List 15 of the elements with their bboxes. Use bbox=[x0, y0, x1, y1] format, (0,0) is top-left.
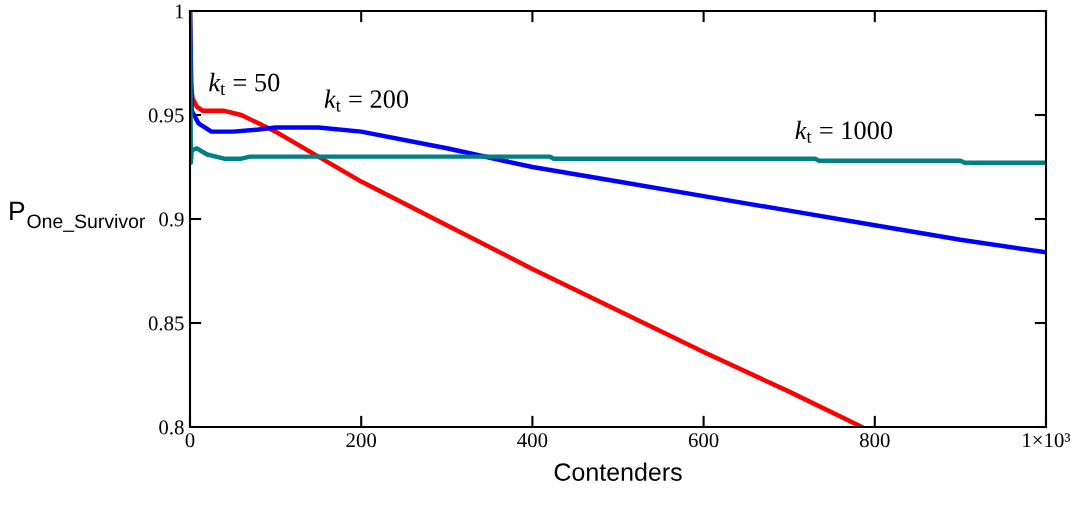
x-tick-label: 0 bbox=[185, 433, 195, 448]
y-tick-label: 1 bbox=[175, 4, 184, 19]
y-tick-label: 0.8 bbox=[159, 420, 184, 435]
annotation: k$_{t}$ = 1000 bbox=[795, 120, 893, 143]
y-tick-label: 0.9 bbox=[159, 212, 184, 227]
annotation: k$_{t}$ = 200 bbox=[324, 89, 409, 112]
y-tick-label: 0.85 bbox=[148, 316, 184, 331]
x-tick-label: 400 bbox=[517, 433, 548, 448]
x-tick-label: 600 bbox=[688, 433, 719, 448]
x-tick-label: 200 bbox=[346, 433, 377, 448]
x-tick-label: 1×10³ bbox=[1023, 433, 1071, 448]
y-tick-label: 0.95 bbox=[148, 108, 184, 123]
annotation: k$_{t}$ = 50 bbox=[209, 72, 280, 95]
x-axis-title: Contenders bbox=[554, 462, 682, 481]
x-tick-label: 800 bbox=[859, 433, 890, 448]
